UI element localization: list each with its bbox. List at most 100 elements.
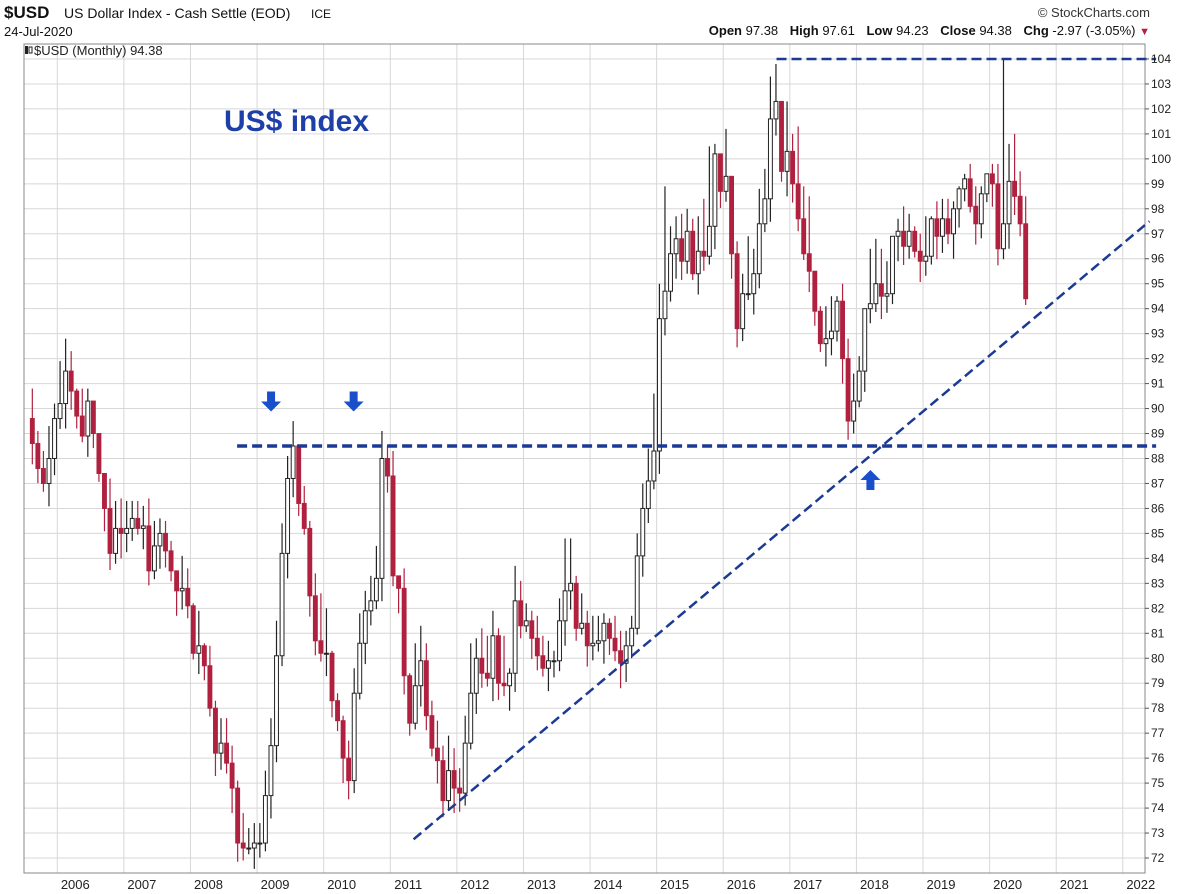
- candle-body: [540, 655, 546, 669]
- candle-body: [568, 582, 574, 592]
- candle-body: [867, 303, 873, 310]
- x-tick-label: 2022: [1126, 877, 1155, 892]
- candle-body: [906, 230, 912, 247]
- candle-body: [473, 657, 479, 694]
- y-tick-label: 87: [1151, 476, 1165, 490]
- symbol-label: $USD: [4, 3, 50, 22]
- candle-body: [595, 640, 601, 644]
- candle-body: [767, 118, 773, 200]
- candle-body: [113, 527, 119, 554]
- candle-body: [379, 458, 385, 579]
- candle-body: [695, 250, 701, 275]
- candle-body: [618, 650, 624, 664]
- close-value: 94.38: [979, 23, 1012, 38]
- candle-body: [501, 682, 507, 687]
- candle-body: [307, 527, 313, 597]
- candle-body: [823, 338, 829, 345]
- candle-body: [607, 622, 612, 639]
- candle-body: [346, 757, 352, 782]
- candle-body: [102, 472, 107, 509]
- candle-body: [890, 235, 895, 295]
- candle-body: [612, 637, 618, 652]
- candle-body: [362, 610, 368, 644]
- candle-body: [462, 742, 468, 794]
- candle-body: [224, 742, 229, 764]
- candle-body: [373, 577, 379, 602]
- candle-body: [151, 545, 157, 572]
- x-tick-label: 2015: [660, 877, 689, 892]
- y-tick-label: 101: [1151, 127, 1171, 141]
- candle-body: [762, 198, 768, 225]
- candle-body: [984, 173, 990, 195]
- x-tick-label: 2014: [594, 877, 623, 892]
- candle-body: [662, 290, 668, 320]
- legend-text: $USD (Monthly) 94.38: [34, 43, 163, 58]
- candle-body: [729, 175, 735, 255]
- candle-body: [396, 575, 402, 589]
- low-value: 94.23: [896, 23, 929, 38]
- candle-body: [817, 310, 823, 345]
- candle-body: [856, 370, 862, 402]
- candle-body: [562, 590, 568, 622]
- candle-body: [1023, 223, 1029, 300]
- candle-body: [57, 403, 63, 420]
- y-tick-label: 85: [1151, 526, 1165, 540]
- candle-body: [351, 692, 357, 782]
- x-tick-label: 2011: [394, 877, 422, 892]
- candle-body: [779, 100, 784, 172]
- y-tick-label: 90: [1151, 402, 1165, 416]
- candle-body: [934, 218, 940, 237]
- candle-body: [268, 745, 274, 797]
- candle-body: [973, 205, 979, 225]
- candle-body: [928, 218, 934, 257]
- candle-glyph-icon: [25, 46, 28, 54]
- candle-body: [301, 502, 307, 529]
- candle-body: [357, 642, 363, 694]
- candle-body: [912, 230, 918, 252]
- candle-body: [262, 795, 268, 844]
- candle-body: [917, 250, 923, 262]
- candle-body: [468, 692, 474, 744]
- candle-body: [163, 532, 168, 552]
- candle-body: [46, 458, 52, 484]
- y-tick-label: 89: [1151, 427, 1165, 441]
- candle-body: [196, 645, 202, 654]
- candle-body: [296, 445, 302, 504]
- candle-body: [79, 415, 85, 437]
- candle-body: [407, 675, 413, 724]
- candle-body: [706, 225, 712, 257]
- chart-title: US Dollar Index - Cash Settle (EOD): [64, 5, 291, 21]
- candle-body: [629, 627, 635, 647]
- trendlines: [237, 57, 1157, 841]
- y-tick-label: 99: [1151, 177, 1165, 191]
- candle-body: [129, 517, 135, 529]
- candle-body: [862, 308, 868, 372]
- brand-link[interactable]: © StockCharts.com: [1037, 5, 1150, 20]
- chg-value: -2.97 (-3.05%): [1052, 23, 1136, 38]
- y-tick-label: 91: [1151, 377, 1165, 391]
- candle-body: [451, 770, 457, 789]
- candle-body: [623, 645, 629, 664]
- high-label: High: [789, 23, 819, 38]
- candle-body: [390, 475, 396, 577]
- candle-body: [140, 525, 146, 529]
- candle-body: [246, 847, 252, 850]
- candle-body: [840, 300, 845, 360]
- low-label: Low: [866, 23, 893, 38]
- candle-body: [801, 218, 807, 255]
- candle-body: [496, 635, 501, 684]
- candle-body: [1001, 223, 1006, 250]
- candle-body: [745, 293, 751, 296]
- candle-body: [340, 720, 346, 759]
- candle-body: [1012, 180, 1018, 197]
- y-tick-label: 77: [1151, 726, 1165, 740]
- candle-body: [651, 450, 657, 482]
- candle-body: [401, 587, 407, 677]
- y-tick-label: 86: [1151, 501, 1165, 515]
- close-label: Close: [940, 23, 976, 38]
- y-tick-label: 88: [1151, 452, 1165, 466]
- candle-body: [523, 620, 529, 627]
- candle-body: [640, 507, 646, 557]
- candle-body: [434, 747, 440, 762]
- candle-body: [684, 230, 690, 262]
